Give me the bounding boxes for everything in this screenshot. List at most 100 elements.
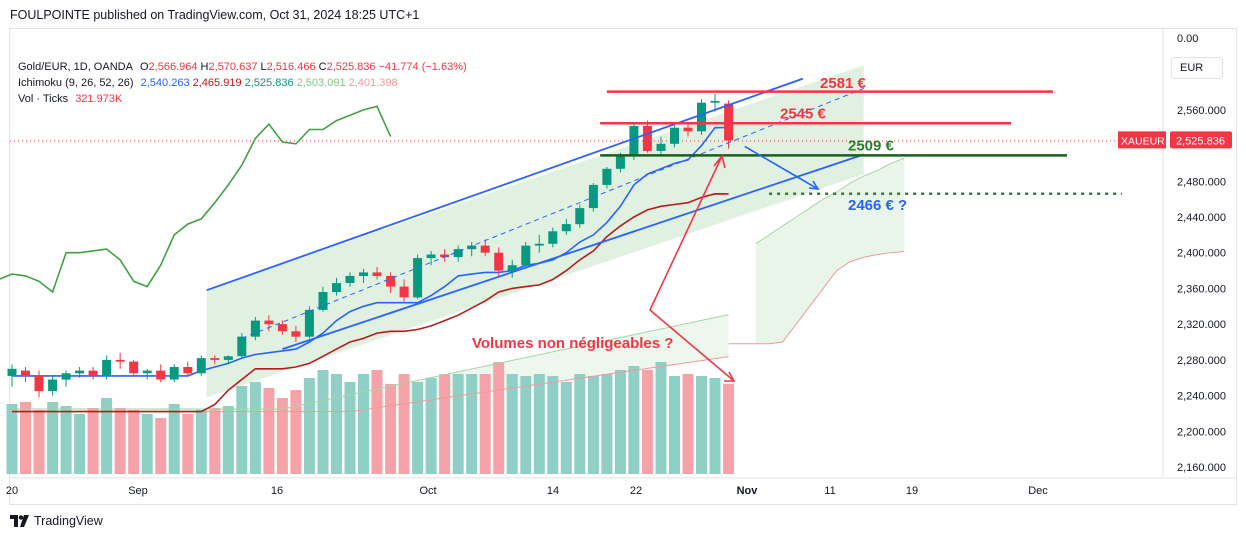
price-tick-label: 2,280.000 xyxy=(1177,355,1226,367)
time-tick-label: 22 xyxy=(630,485,642,497)
volume-bar xyxy=(331,374,342,474)
legend-kijun-value: 2,465.919 xyxy=(192,77,242,89)
volume-bar xyxy=(506,374,518,474)
volume-bar xyxy=(101,398,113,474)
tradingview-brand[interactable]: TradingView xyxy=(10,514,103,528)
candle-body xyxy=(372,272,382,276)
time-tick-label: 20 xyxy=(6,485,18,497)
price-tick-label: 2,560.000 xyxy=(1177,105,1226,117)
time-tick-label: 14 xyxy=(547,485,559,497)
volume-bar xyxy=(263,388,275,474)
candle-body xyxy=(494,252,504,271)
candle-body xyxy=(129,361,139,374)
legend-volume-label: Vol · Ticks xyxy=(18,93,69,105)
candle-body xyxy=(426,254,436,259)
legend-symbol: Gold/EUR, 1D, OANDA xyxy=(18,61,133,73)
volume-bar xyxy=(601,374,613,474)
candle-body xyxy=(223,356,233,360)
candle-body xyxy=(21,370,30,376)
price-badge-value-bg xyxy=(1170,131,1232,149)
volume-bar xyxy=(344,382,356,474)
volume-bar xyxy=(466,374,478,474)
candle-body xyxy=(102,359,112,376)
candle-body xyxy=(575,208,585,225)
volume-bar xyxy=(182,414,194,474)
candle-body xyxy=(345,275,355,283)
legend-close-label: C xyxy=(318,61,327,73)
candle-body xyxy=(277,324,287,332)
candle-body xyxy=(548,231,558,244)
volume-bar xyxy=(317,370,329,474)
volume-bar xyxy=(155,418,167,474)
candle-body xyxy=(183,367,193,374)
volume-bar xyxy=(87,408,99,474)
legend-volume-value: 321.973K xyxy=(75,93,123,105)
volume-bar xyxy=(425,378,437,474)
brand-name: TradingView xyxy=(34,514,103,528)
legend-high-label: H xyxy=(200,61,209,73)
chart-frame[interactable] xyxy=(9,28,1237,505)
candle-body xyxy=(34,375,44,392)
candle-body xyxy=(291,331,301,337)
volume-bar xyxy=(560,382,572,474)
price-tick-label: 2,360.000 xyxy=(1177,283,1226,295)
price-badge-symbol: XAUEUR xyxy=(1121,135,1165,147)
volume-bar xyxy=(614,370,626,474)
projection-arrow-head xyxy=(808,180,820,190)
price-badge-symbol-bg xyxy=(1118,131,1166,149)
time-tick-label: 16 xyxy=(271,485,283,497)
candle-body xyxy=(210,358,220,360)
candle-body xyxy=(710,100,720,103)
legend-open-label: O xyxy=(139,61,149,73)
volume-bar xyxy=(452,374,464,474)
volume-bar xyxy=(669,376,680,474)
candle-body xyxy=(75,370,85,374)
volume-bar xyxy=(628,366,640,474)
candle-body xyxy=(615,156,625,169)
channel-lower-line xyxy=(282,153,865,350)
candle-body xyxy=(237,336,247,357)
candle-body xyxy=(169,367,179,380)
candle-body xyxy=(683,127,693,132)
chikou-line xyxy=(0,105,392,294)
volume-bar xyxy=(74,414,86,474)
price-tick-label: 2,200.000 xyxy=(1177,426,1226,438)
price-tick-label: 2,160.000 xyxy=(1177,462,1226,474)
level-2509-label: 2509 € xyxy=(848,137,895,154)
volume-bar xyxy=(398,374,410,474)
legend-open: 2,566.964 xyxy=(148,61,198,73)
candle-body xyxy=(453,249,463,258)
volume-bar xyxy=(249,382,261,474)
volume-bar xyxy=(479,374,491,474)
candle-body xyxy=(656,143,666,151)
volume-bar xyxy=(493,362,505,474)
level-2466-label: 2466 € ? xyxy=(848,197,907,214)
volume-bar xyxy=(587,376,599,474)
candle-body xyxy=(196,358,206,374)
candle-body xyxy=(399,286,409,298)
candle-body xyxy=(88,370,98,376)
legend-symbol-row: Gold/EUR, 1D, OANDA O2,566.964 H2,570.63… xyxy=(18,59,467,75)
volume-bar xyxy=(533,374,545,474)
tenkan-line xyxy=(12,126,729,377)
legend-span-b-value: 2,401.398 xyxy=(348,77,398,89)
candle-body xyxy=(156,370,166,380)
volume-bar xyxy=(412,382,424,474)
candle-body xyxy=(480,245,490,253)
candle-body xyxy=(318,292,328,310)
volume-bar xyxy=(358,374,369,474)
candle-body xyxy=(7,368,17,376)
legend-ichimoku-row: Ichimoku (9, 26, 52, 26) 2,540.263 2,465… xyxy=(18,75,467,91)
volume-bar xyxy=(520,376,532,474)
volume-bar xyxy=(209,408,221,474)
time-tick-label: 11 xyxy=(824,485,835,497)
volume-bar xyxy=(33,410,45,474)
candle-body xyxy=(61,373,71,380)
span-a-line xyxy=(755,157,905,245)
volume-note-arrowhead-top xyxy=(713,154,726,169)
price-tick-label: 2,440.000 xyxy=(1177,212,1226,224)
candle-body xyxy=(507,265,517,271)
currency-unit-selector[interactable]: EUR xyxy=(1171,57,1223,79)
candle-body xyxy=(48,379,58,392)
